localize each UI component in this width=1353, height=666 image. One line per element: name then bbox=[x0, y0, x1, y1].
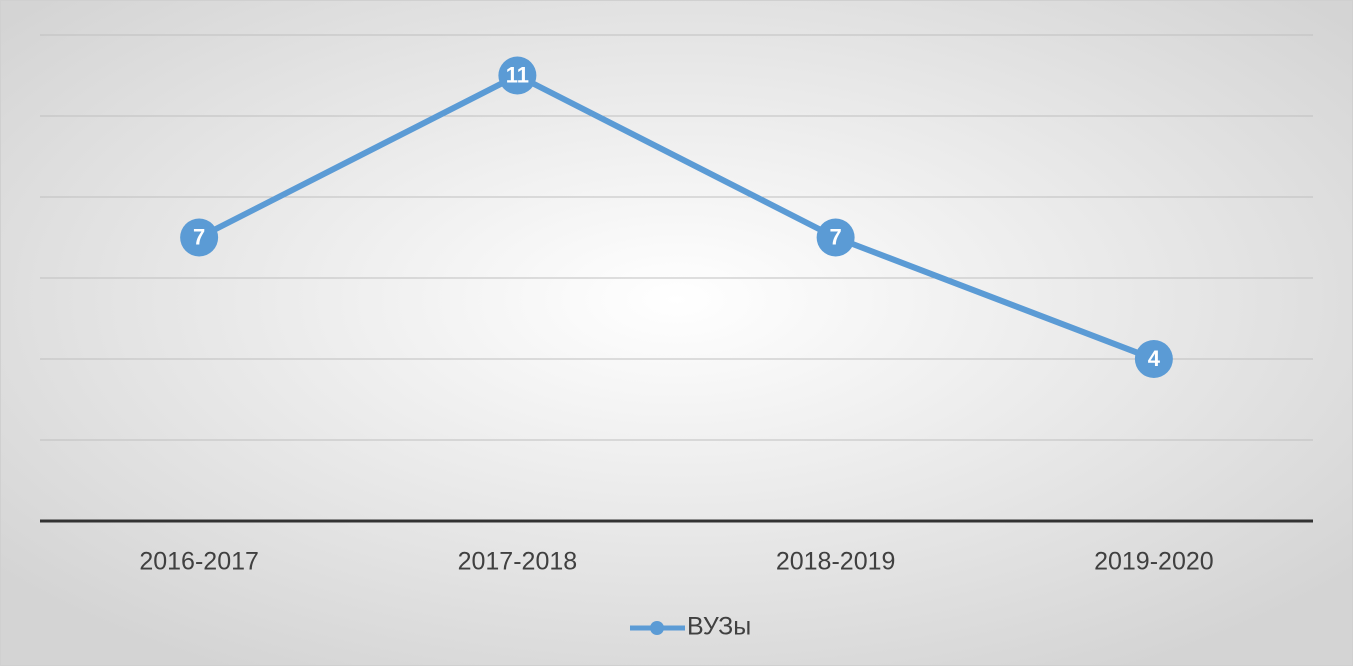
x-tick-label: 2016-2017 bbox=[139, 548, 259, 576]
marker bbox=[498, 56, 537, 95]
marker bbox=[180, 218, 219, 257]
data-label: 7 bbox=[830, 224, 842, 249]
data-label: 4 bbox=[1148, 346, 1161, 371]
line bbox=[197, 72, 1155, 362]
marker bbox=[816, 218, 855, 257]
legend-label: ВУЗы bbox=[687, 613, 751, 641]
data-label: 7 bbox=[193, 224, 205, 249]
marker bbox=[1134, 340, 1173, 378]
x-tick-label: 2017-2018 bbox=[458, 548, 578, 576]
x-tick-label: 2019-2020 bbox=[1094, 548, 1214, 576]
x-tick-label: 2018-2019 bbox=[776, 548, 896, 576]
legend-marker bbox=[650, 621, 664, 635]
data-label: 11 bbox=[506, 62, 529, 87]
